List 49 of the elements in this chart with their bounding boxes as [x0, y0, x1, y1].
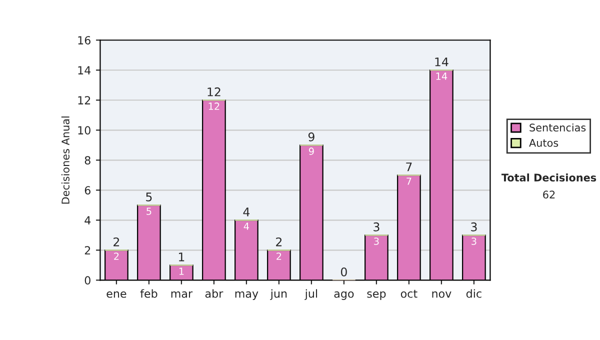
y-tick-label: 4	[84, 216, 91, 224]
total-label: 4	[243, 208, 250, 216]
total-label: 0	[340, 267, 347, 276]
data-label: 2	[276, 252, 282, 260]
text: Total Decisiones	[501, 173, 596, 182]
data-label: 5	[146, 208, 152, 215]
total-label: 1	[178, 252, 184, 262]
text: 62	[543, 190, 555, 199]
y-tick-label: 14	[78, 66, 91, 74]
x-tick-label: abr	[205, 289, 224, 298]
data-label: 3	[472, 238, 476, 245]
data-label: 1	[179, 268, 184, 275]
total-label: 14	[435, 58, 448, 66]
x-tick-label: dic	[466, 289, 482, 298]
legend-label: Sentencias	[530, 123, 586, 132]
y-tick-label: 8	[84, 156, 90, 165]
total-label: 12	[208, 87, 220, 96]
data-label: 9	[308, 148, 314, 155]
data-label: 14	[436, 72, 448, 80]
y-tick-label: 16	[78, 36, 90, 44]
x-tick-label: ene	[106, 291, 126, 298]
x-tick-label: sep	[367, 291, 386, 300]
x-tick-label: jul	[304, 289, 318, 300]
y-tick-label: 12	[78, 96, 90, 104]
data-label: 12	[208, 102, 220, 110]
data-label: 4	[244, 222, 249, 230]
total-label: 3	[374, 222, 380, 232]
data-label: 2	[114, 252, 119, 260]
y-tick-label: 10	[78, 126, 90, 135]
x-tick-label: may	[235, 291, 258, 300]
y-tick-label: 2	[84, 246, 90, 254]
total-label: 2	[114, 237, 120, 246]
y-axis-title: Decisiones Anual	[61, 116, 70, 204]
total-label: 2	[276, 237, 282, 246]
x-tick-label: mar	[171, 291, 193, 298]
total-label: 7	[406, 162, 412, 172]
x-tick-label: nov	[432, 291, 452, 298]
total-label: 9	[308, 132, 314, 142]
data-label: 7	[406, 178, 412, 185]
x-tick-label: feb	[140, 289, 158, 298]
x-tick-label: ago	[334, 291, 354, 300]
y-tick-label: 6	[84, 186, 90, 195]
x-tick-label: oct	[400, 290, 418, 298]
legend-label: Autos	[529, 139, 558, 147]
y-tick-label: 0	[84, 276, 90, 285]
x-tick-label: jun	[270, 289, 287, 300]
data-label: 3	[374, 238, 379, 245]
total-label: 3	[471, 222, 477, 232]
total-label: 5	[146, 192, 152, 202]
